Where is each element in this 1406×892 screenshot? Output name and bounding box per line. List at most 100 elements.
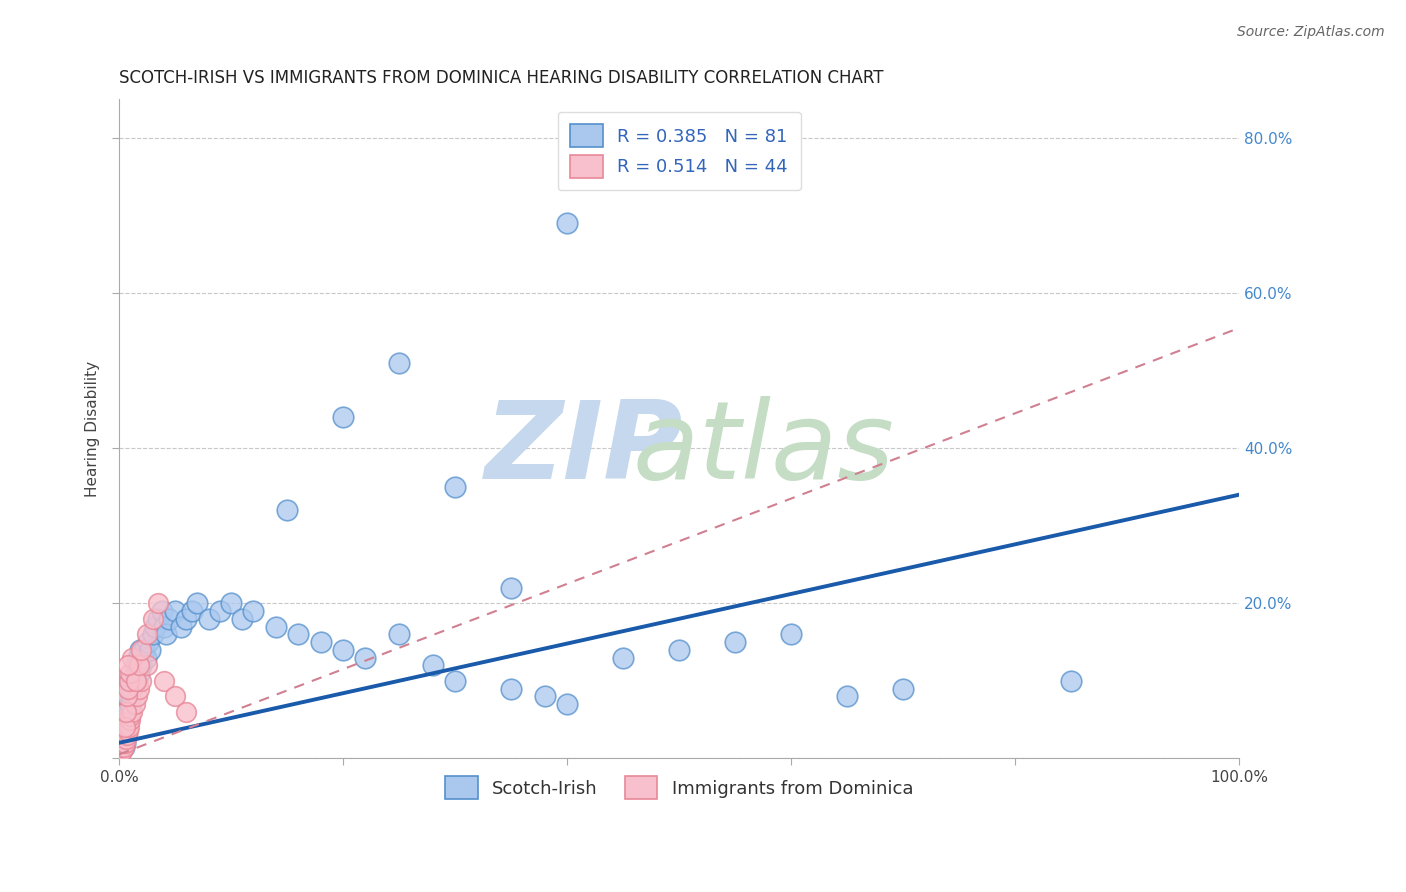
Point <box>114 720 136 734</box>
Point <box>208 604 231 618</box>
Point <box>129 642 152 657</box>
Point <box>150 604 173 618</box>
Point <box>139 642 162 657</box>
Point <box>115 728 138 742</box>
Point <box>114 713 136 727</box>
Point <box>501 581 523 595</box>
Point <box>125 658 148 673</box>
Y-axis label: Hearing Disability: Hearing Disability <box>86 360 100 497</box>
Point <box>127 650 149 665</box>
Text: SCOTCH-IRISH VS IMMIGRANTS FROM DOMINICA HEARING DISABILITY CORRELATION CHART: SCOTCH-IRISH VS IMMIGRANTS FROM DOMINICA… <box>120 69 883 87</box>
Point <box>112 739 135 754</box>
Point <box>136 658 159 673</box>
Point <box>501 681 523 696</box>
Point <box>115 720 138 734</box>
Point <box>120 673 142 688</box>
Point <box>143 619 166 633</box>
Point <box>111 736 134 750</box>
Point <box>837 690 859 704</box>
Point <box>110 739 132 754</box>
Point <box>114 705 136 719</box>
Point <box>121 705 143 719</box>
Point <box>114 708 136 723</box>
Point <box>118 705 141 719</box>
Point <box>131 658 153 673</box>
Point <box>112 736 135 750</box>
Point <box>120 697 142 711</box>
Point <box>128 681 150 696</box>
Point <box>118 681 141 696</box>
Point <box>118 673 141 688</box>
Text: Source: ZipAtlas.com: Source: ZipAtlas.com <box>1237 25 1385 39</box>
Point <box>120 666 142 681</box>
Point <box>124 666 146 681</box>
Point <box>111 739 134 754</box>
Point <box>159 612 181 626</box>
Point <box>555 697 578 711</box>
Point <box>197 612 219 626</box>
Point <box>114 736 136 750</box>
Point <box>111 731 134 746</box>
Point <box>555 216 578 230</box>
Point <box>114 728 136 742</box>
Point <box>148 596 170 610</box>
Point <box>115 720 138 734</box>
Point <box>115 697 138 711</box>
Point <box>120 708 142 723</box>
Text: atlas: atlas <box>633 396 894 501</box>
Point <box>117 658 139 673</box>
Point <box>121 681 143 696</box>
Text: ZIP: ZIP <box>485 395 683 501</box>
Point <box>136 627 159 641</box>
Point <box>354 650 377 665</box>
Point <box>114 731 136 746</box>
Point <box>114 728 136 742</box>
Point <box>135 650 157 665</box>
Point <box>122 673 145 688</box>
Point <box>114 724 136 739</box>
Point <box>142 627 165 641</box>
Point <box>388 627 411 641</box>
Point <box>120 713 142 727</box>
Point <box>125 673 148 688</box>
Point <box>115 690 138 704</box>
Legend: Scotch-Irish, Immigrants from Dominica: Scotch-Irish, Immigrants from Dominica <box>433 764 925 812</box>
Point <box>287 627 309 641</box>
Point <box>112 720 135 734</box>
Point <box>110 736 132 750</box>
Point <box>332 410 354 425</box>
Point <box>112 731 135 746</box>
Point <box>174 705 197 719</box>
Point <box>155 627 177 641</box>
Point <box>276 503 298 517</box>
Point <box>612 650 634 665</box>
Point <box>117 724 139 739</box>
Point <box>121 650 143 665</box>
Point <box>120 690 142 704</box>
Point <box>117 690 139 704</box>
Point <box>117 713 139 727</box>
Point <box>165 604 187 618</box>
Point <box>422 658 444 673</box>
Point <box>169 619 191 633</box>
Point <box>153 673 176 688</box>
Point <box>264 619 287 633</box>
Point <box>444 480 467 494</box>
Point <box>332 642 354 657</box>
Point <box>142 612 165 626</box>
Point <box>136 635 159 649</box>
Point <box>110 739 132 754</box>
Point <box>117 681 139 696</box>
Point <box>128 666 150 681</box>
Point <box>108 743 131 757</box>
Point <box>131 673 153 688</box>
Point <box>153 619 176 633</box>
Point <box>108 743 131 757</box>
Point <box>114 724 136 739</box>
Point <box>242 604 264 618</box>
Point <box>219 596 242 610</box>
Point <box>148 612 170 626</box>
Point <box>125 673 148 688</box>
Point <box>891 681 914 696</box>
Point <box>125 690 148 704</box>
